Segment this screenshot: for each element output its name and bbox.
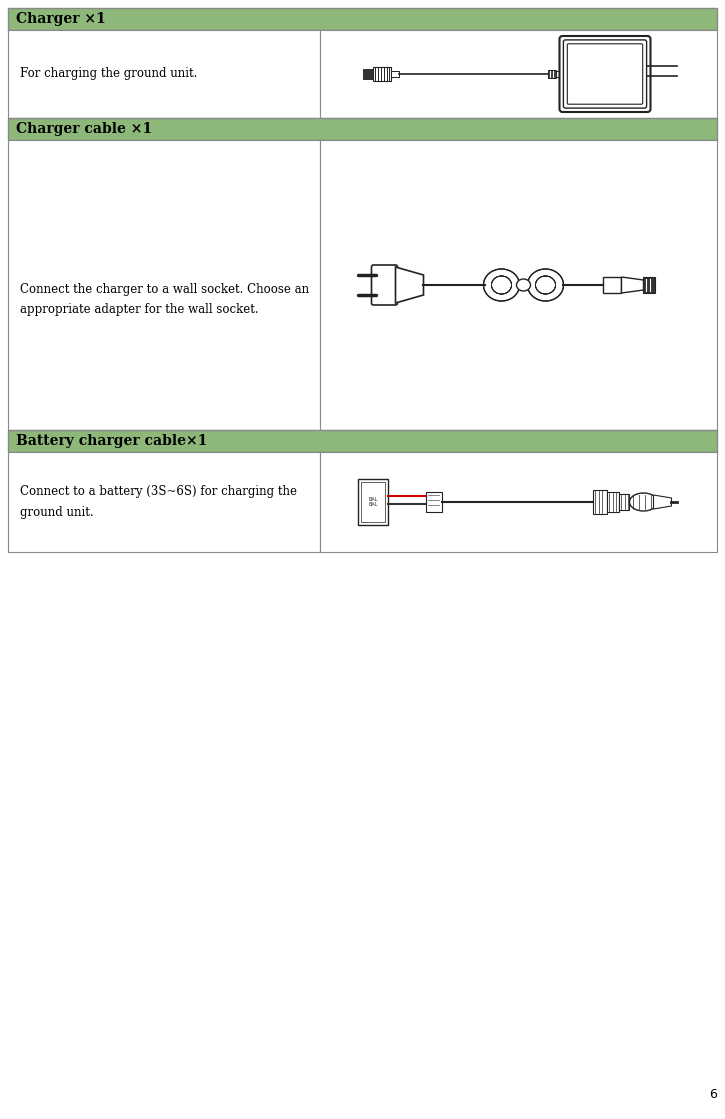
Bar (358, 479, 389, 525)
Bar (320, 452, 717, 552)
Bar (603, 278, 621, 293)
Bar (8, 430, 717, 452)
Bar (320, 30, 717, 117)
Bar (8, 8, 717, 30)
Ellipse shape (629, 493, 658, 511)
Polygon shape (621, 278, 644, 293)
Bar (362, 482, 386, 521)
FancyBboxPatch shape (563, 40, 647, 109)
Polygon shape (396, 267, 423, 303)
Bar (8, 140, 320, 430)
Text: Connect to a battery (3S~6S) for charging the
ground unit.: Connect to a battery (3S~6S) for chargin… (20, 485, 297, 519)
Text: 6: 6 (709, 1088, 717, 1101)
Text: Connect the charger to a wall socket. Choose an
appropriate adapter for the wall: Connect the charger to a wall socket. Ch… (20, 282, 309, 317)
Ellipse shape (516, 279, 531, 291)
Bar (549, 70, 557, 78)
Text: Battery charger cable×1: Battery charger cable×1 (16, 434, 207, 448)
FancyBboxPatch shape (567, 44, 642, 104)
Text: For charging the ground unit.: For charging the ground unit. (20, 67, 197, 81)
Bar (373, 67, 392, 81)
Bar (644, 278, 655, 293)
Bar (426, 492, 442, 513)
Bar (557, 70, 563, 77)
Bar (363, 69, 373, 79)
Polygon shape (653, 495, 671, 509)
Bar (608, 492, 619, 513)
Bar (8, 452, 320, 552)
Bar (619, 493, 629, 510)
Bar (594, 490, 608, 514)
Bar (8, 30, 320, 117)
FancyBboxPatch shape (371, 265, 397, 305)
Text: BAL
BAL: BAL BAL (369, 497, 378, 507)
Bar (8, 117, 717, 140)
Bar (320, 140, 717, 430)
Text: Charger cable ×1: Charger cable ×1 (16, 122, 152, 137)
Bar (392, 70, 399, 77)
Text: Charger ×1: Charger ×1 (16, 12, 106, 26)
FancyBboxPatch shape (560, 36, 650, 112)
